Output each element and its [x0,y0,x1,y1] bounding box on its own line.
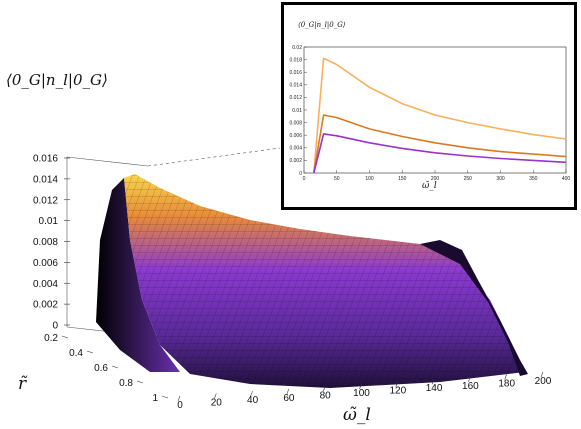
x-tick-mark [504,374,507,380]
y-tick-label: 0.8 [119,378,133,389]
x-axis: 0 20 40 60 80 100 120 140 160 180 200 [177,371,552,411]
z-tick-label: 0.01 [39,216,59,227]
y-tick-mark [61,335,69,339]
y-tick-mark [161,395,169,399]
y-tick-mark [86,350,94,354]
inset-y-tick-label: 0.01 [292,108,302,114]
inset-y-tick-label: 0.004 [289,146,302,152]
surface-right-edge [420,240,528,376]
x-tick-label: 120 [389,386,406,397]
z-tick-label: 0.014 [33,174,58,185]
y-tick-label: 0.4 [69,348,83,359]
z-axis-label: ⟨0_G|n_l|0_G⟩ [6,71,108,89]
x-tick-mark [359,383,362,390]
inset-y-tick-label: 0.002 [289,158,302,164]
inset-x-tick-label: 300 [496,176,505,182]
z-tick-label: 0.012 [33,195,58,206]
inset-x-tick-label: 100 [365,176,374,182]
x-tick-label: 20 [211,398,223,409]
x-tick-label: 40 [247,395,259,406]
y-axis: 0.2 0.4 0.6 0.8 1 [44,333,169,404]
x-tick-label: 160 [462,381,479,392]
inset-y-tick-label: 0.018 [289,57,302,63]
y-tick-label: 0.6 [94,363,108,374]
y-tick-label: 0.2 [44,333,58,344]
y-tick-mark [136,380,144,384]
surface-mesh [124,174,525,388]
x-tick-label: 200 [535,376,552,387]
inset-panel: ⟨0_G|n_l|0_G⟩ ω̃_l 0 0.002 0.004 0.006 0.008… [281,2,577,210]
x-tick-mark [540,371,544,378]
inset-x-tick-label: 250 [464,176,473,182]
z-tick-label: 0.016 [33,154,58,165]
z-tick-label: 0.008 [33,237,58,248]
inset-x-tick-label: 150 [398,176,407,182]
x-tick-mark [214,393,217,399]
y-tick-label: 1 [152,393,158,404]
z-tick-label: 0.002 [33,300,58,311]
x-axis-label: ω̃_l [343,405,371,425]
x-tick-mark [322,386,326,392]
inset-x-tick-label: 0 [303,176,306,182]
x-tick-mark [431,379,435,385]
z-tick-label: 0 [52,321,58,332]
surface-left-wall [96,178,180,372]
inset-y-tick-label: 0.02 [292,45,302,51]
inset-series-line-1 [313,57,567,174]
inset-y-axis-label: ⟨0_G|n_l|0_G⟩ [298,21,346,29]
x-tick-mark [286,388,290,394]
x-tick-mark [468,376,471,382]
x-tick-mark [177,395,181,402]
x-tick-label: 180 [498,378,515,389]
x-tick-label: 60 [283,393,295,404]
x-tick-mark [250,391,253,397]
inset-y-tick-label: 0.012 [289,95,302,101]
inset-series-line-2 [313,114,567,174]
x-tick-label: 0 [177,400,183,411]
inset-x-axis-label: ω̃_l [422,180,437,191]
x-tick-label: 100 [353,388,370,399]
inset-plot-area: 0 0.002 0.004 0.006 0.008 0.01 0.012 0.014 0.016… [289,45,570,182]
x-tick-label: 140 [426,383,443,394]
x-tick-label: 80 [320,390,332,401]
inset-chart: ⟨0_G|n_l|0_G⟩ ω̃_l 0 0.002 0.004 0.006 0.008… [289,21,570,191]
z-axis: 0 0.002 0.004 0.006 0.008 0.01 0.012 0.014 0.016 [33,154,70,332]
x-tick-mark [395,381,399,387]
y-tick-mark [111,365,119,369]
inset-y-tick-label: 0.008 [289,120,302,126]
inset-x-tick-label: 350 [529,176,538,182]
inset-x-tick-label: 50 [334,176,340,182]
inset-x-tick-label: 200 [431,176,440,182]
inset-y-tick-label: 0.016 [289,70,302,76]
inset-y-tick-label: 0 [299,171,302,177]
inset-x-tick-label: 400 [562,176,571,182]
y-axis-label: r̃ [18,374,28,394]
inset-y-tick-label: 0.006 [289,133,302,139]
inset-y-tick-label: 0.014 [289,83,302,89]
z-tick-label: 0.004 [33,279,58,290]
inset-series-line-3 [313,133,567,174]
z-tick-label: 0.006 [33,258,58,269]
surface [96,174,528,388]
